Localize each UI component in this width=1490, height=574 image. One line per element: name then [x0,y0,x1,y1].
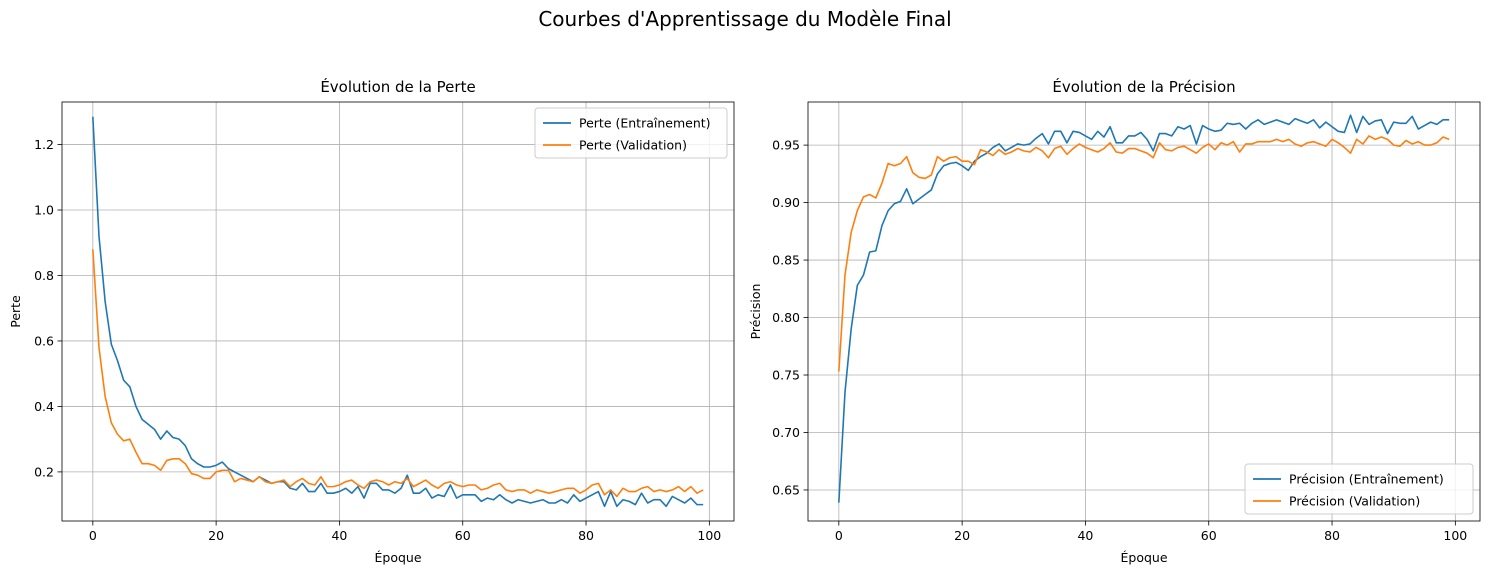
loss-chart: 0 20 40 60 80 100 0.2 0.4 0.6 0.8 1.0 1.2 Évolution … [8,77,735,565]
x-tick-label: 0 [89,528,97,543]
y-axis-label: Précision [748,284,763,340]
y-tick-label: 0.65 [772,482,800,497]
grid-lines [808,102,1480,521]
figure-title: Courbes d'Apprentissage du Modèle Final [538,7,951,31]
legend-label: Perte (Entraînement) [579,116,711,131]
series-line-train [92,116,704,508]
x-tick-label: 0 [835,528,843,543]
y-tick-label: 0.90 [772,195,800,210]
y-tick-label: 0.95 [772,138,800,153]
y-tick-label: 0.75 [772,368,800,383]
plot-frame [61,101,735,522]
y-tick-label: 0.2 [34,464,54,479]
chart-title: Évolution de la Précision [1052,77,1235,96]
legend-label: Précision (Entraînement) [1289,472,1444,487]
grid-lines [62,102,734,521]
series-line-validation [92,249,704,498]
y-axis-label: Perte [8,295,23,328]
x-tick-label: 40 [331,528,347,543]
legend-label: Précision (Validation) [1289,494,1420,509]
x-tick-label: 60 [455,528,471,543]
x-axis-label: Époque [374,550,421,565]
x-tick-label: 80 [578,528,594,543]
plot-frame [807,101,1481,522]
y-tick-label: 0.8 [34,268,54,283]
x-tick-label: 60 [1201,528,1217,543]
x-tick-label: 40 [1077,528,1093,543]
y-tick-label: 0.80 [772,310,800,325]
chart-title: Évolution de la Perte [320,77,475,96]
series-line-train [838,114,1450,503]
x-tick-label: 100 [1443,528,1467,543]
x-tick-label: 20 [208,528,224,543]
legend: Précision (Entraînement) Précision (Valid… [1244,463,1474,515]
y-tick-label: 1.0 [34,203,54,218]
x-axis-label: Époque [1120,550,1167,565]
x-tick-label: 80 [1324,528,1340,543]
series-line-validation [838,135,1450,372]
legend-label: Perte (Validation) [579,138,687,153]
y-tick-label: 0.85 [772,253,800,268]
x-tick-label: 20 [954,528,970,543]
y-tick-label: 1.2 [34,137,54,152]
legend: Perte (Entraînement) Perte (Validation) [534,107,728,159]
y-tick-label: 0.6 [34,333,54,348]
y-tick-label: 0.70 [772,425,800,440]
x-tick-label: 100 [697,528,721,543]
accuracy-chart: 0 20 40 60 80 100 0.65 0.70 0.75 0.80 0.85 0.90 0.95… [748,77,1481,565]
y-tick-label: 0.4 [34,399,54,414]
